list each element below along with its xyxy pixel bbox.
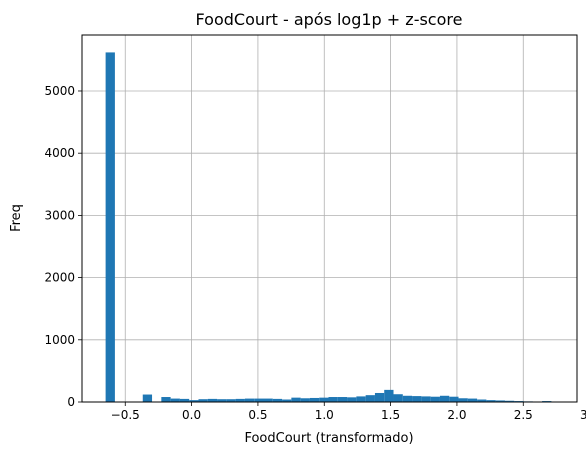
histogram-bars xyxy=(105,52,561,402)
y-axis-label: Freq xyxy=(9,204,24,232)
histogram-bar xyxy=(309,397,320,402)
y-tick-label: 2000 xyxy=(44,271,75,285)
y-tick-label: 3000 xyxy=(44,208,75,222)
histogram-bar xyxy=(356,396,366,402)
x-tick-label: 0.5 xyxy=(248,408,267,422)
x-tick-label: 2.0 xyxy=(447,408,466,422)
chart-title: FoodCourt - após log1p + z-score xyxy=(196,10,463,29)
histogram-bar xyxy=(421,396,431,402)
histogram-bar xyxy=(449,396,459,402)
histogram-bar xyxy=(402,395,413,402)
histogram-bar xyxy=(319,397,329,402)
x-axis-ticks: −0.5 0.0 0.5 1.0 1.5 2.0 2.5 3.0 xyxy=(111,402,586,422)
y-axis-ticks: 0 1000 2000 3000 4000 5000 xyxy=(44,84,82,409)
x-tick-label: 2.5 xyxy=(514,408,533,422)
histogram-bar xyxy=(263,398,273,402)
histogram-bar xyxy=(282,399,292,402)
histogram-bar xyxy=(467,398,478,402)
histogram-bar xyxy=(337,397,348,402)
histogram-bar xyxy=(244,398,255,402)
histogram-bar xyxy=(170,398,180,402)
histogram-bar xyxy=(384,389,394,402)
histogram-bar xyxy=(272,398,283,402)
histogram-bar xyxy=(477,399,487,402)
histogram-bar xyxy=(328,397,338,402)
histogram-bar xyxy=(458,398,468,402)
histogram-bar xyxy=(495,400,505,402)
x-tick-label: 3.0 xyxy=(580,408,586,422)
histogram-bar xyxy=(291,397,301,402)
x-tick-label: −0.5 xyxy=(111,408,140,422)
y-tick-label: 4000 xyxy=(44,146,75,160)
grid-lines xyxy=(82,35,577,403)
histogram-bar xyxy=(189,400,199,402)
histogram-bar xyxy=(439,395,450,402)
histogram-bar xyxy=(198,399,208,402)
histogram-bar xyxy=(179,398,190,402)
histogram-bar xyxy=(254,398,264,402)
x-tick-label: 1.0 xyxy=(315,408,334,422)
y-tick-label: 1000 xyxy=(44,333,75,347)
x-tick-label: 0.0 xyxy=(182,408,201,422)
histogram-bar xyxy=(412,396,422,402)
histogram-bar xyxy=(486,400,496,402)
histogram-bar xyxy=(365,395,375,402)
plot-frame xyxy=(81,34,578,403)
x-tick-label: 1.5 xyxy=(381,408,400,422)
histogram-bar xyxy=(161,397,171,402)
histogram-bar xyxy=(347,397,357,402)
histogram-bar xyxy=(217,399,227,402)
histogram-bar xyxy=(393,394,403,402)
histogram-bar xyxy=(105,52,115,402)
histogram-bar xyxy=(142,394,153,402)
histogram-bar xyxy=(300,398,310,402)
histogram-bar xyxy=(504,400,515,402)
histogram-bar xyxy=(207,398,218,402)
x-axis-label: FoodCourt (transformado) xyxy=(244,431,413,446)
histogram-bar xyxy=(374,392,385,402)
histogram-bar xyxy=(430,396,440,402)
y-tick-label: 0 xyxy=(67,395,75,409)
histogram-bar xyxy=(235,398,245,402)
histogram-bar xyxy=(226,399,236,402)
y-tick-label: 5000 xyxy=(44,84,75,98)
